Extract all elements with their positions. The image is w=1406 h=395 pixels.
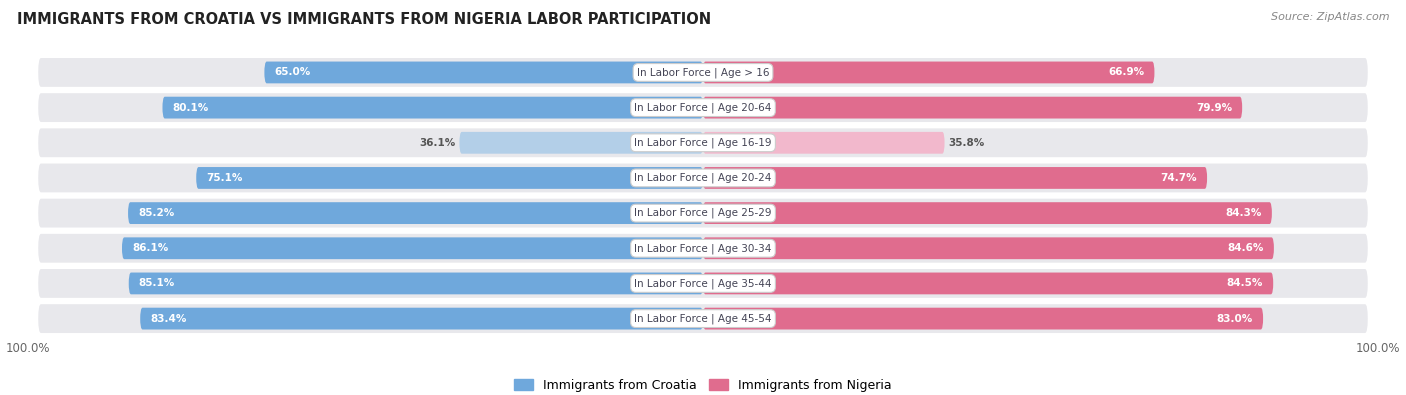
Text: 36.1%: 36.1% — [420, 138, 456, 148]
Text: In Labor Force | Age 20-64: In Labor Force | Age 20-64 — [634, 102, 772, 113]
Text: 80.1%: 80.1% — [173, 103, 209, 113]
FancyBboxPatch shape — [38, 128, 1368, 157]
FancyBboxPatch shape — [703, 273, 1274, 294]
FancyBboxPatch shape — [703, 202, 1272, 224]
Text: 85.2%: 85.2% — [138, 208, 174, 218]
FancyBboxPatch shape — [703, 97, 1243, 118]
Text: In Labor Force | Age 25-29: In Labor Force | Age 25-29 — [634, 208, 772, 218]
FancyBboxPatch shape — [703, 167, 1208, 189]
Text: IMMIGRANTS FROM CROATIA VS IMMIGRANTS FROM NIGERIA LABOR PARTICIPATION: IMMIGRANTS FROM CROATIA VS IMMIGRANTS FR… — [17, 12, 711, 27]
FancyBboxPatch shape — [264, 62, 703, 83]
Text: 75.1%: 75.1% — [207, 173, 243, 183]
FancyBboxPatch shape — [460, 132, 703, 154]
Text: 74.7%: 74.7% — [1160, 173, 1197, 183]
Text: 35.8%: 35.8% — [948, 138, 984, 148]
Text: In Labor Force | Age 45-54: In Labor Force | Age 45-54 — [634, 313, 772, 324]
Text: In Labor Force | Age 35-44: In Labor Force | Age 35-44 — [634, 278, 772, 289]
FancyBboxPatch shape — [197, 167, 703, 189]
FancyBboxPatch shape — [141, 308, 703, 329]
Text: 65.0%: 65.0% — [274, 68, 311, 77]
FancyBboxPatch shape — [129, 273, 703, 294]
FancyBboxPatch shape — [703, 308, 1263, 329]
Text: 83.4%: 83.4% — [150, 314, 187, 324]
FancyBboxPatch shape — [38, 58, 1368, 87]
Text: In Labor Force | Age 30-34: In Labor Force | Age 30-34 — [634, 243, 772, 254]
Text: 83.0%: 83.0% — [1216, 314, 1253, 324]
Text: 66.9%: 66.9% — [1108, 68, 1144, 77]
FancyBboxPatch shape — [38, 93, 1368, 122]
Text: 84.5%: 84.5% — [1227, 278, 1263, 288]
Text: In Labor Force | Age 16-19: In Labor Force | Age 16-19 — [634, 137, 772, 148]
FancyBboxPatch shape — [122, 237, 703, 259]
Text: In Labor Force | Age 20-24: In Labor Force | Age 20-24 — [634, 173, 772, 183]
Text: 84.3%: 84.3% — [1226, 208, 1261, 218]
FancyBboxPatch shape — [38, 304, 1368, 333]
Text: Source: ZipAtlas.com: Source: ZipAtlas.com — [1271, 12, 1389, 22]
FancyBboxPatch shape — [38, 199, 1368, 228]
FancyBboxPatch shape — [703, 237, 1274, 259]
FancyBboxPatch shape — [163, 97, 703, 118]
FancyBboxPatch shape — [703, 132, 945, 154]
Legend: Immigrants from Croatia, Immigrants from Nigeria: Immigrants from Croatia, Immigrants from… — [509, 374, 897, 395]
FancyBboxPatch shape — [703, 62, 1154, 83]
Text: 79.9%: 79.9% — [1197, 103, 1232, 113]
Text: 84.6%: 84.6% — [1227, 243, 1264, 253]
FancyBboxPatch shape — [38, 269, 1368, 298]
Text: 85.1%: 85.1% — [139, 278, 176, 288]
FancyBboxPatch shape — [38, 164, 1368, 192]
FancyBboxPatch shape — [128, 202, 703, 224]
Text: In Labor Force | Age > 16: In Labor Force | Age > 16 — [637, 67, 769, 78]
Text: 86.1%: 86.1% — [132, 243, 169, 253]
FancyBboxPatch shape — [38, 234, 1368, 263]
